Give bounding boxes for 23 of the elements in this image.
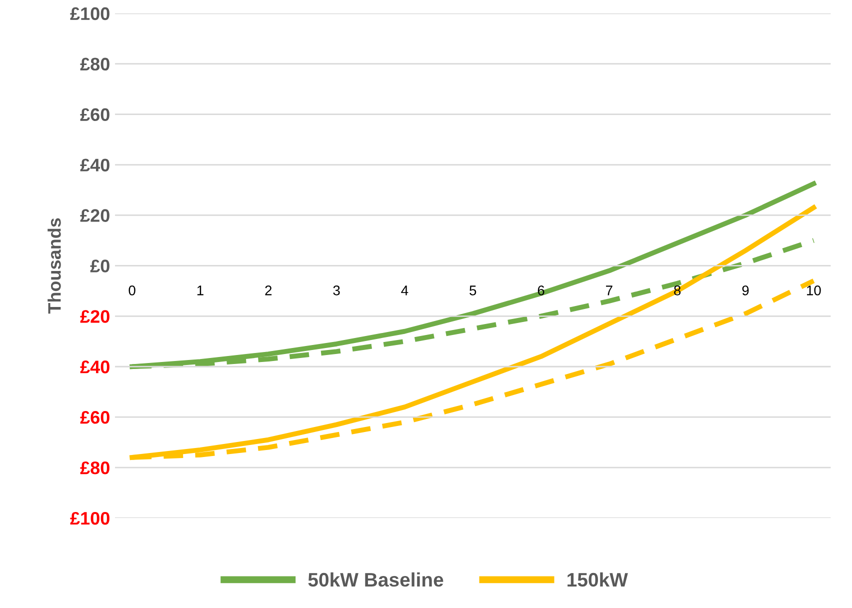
y-tick-label: £100 xyxy=(70,7,110,20)
y-tick-label: £0 xyxy=(90,260,110,272)
x-tick-label: 7 xyxy=(606,286,612,296)
y-tick-label: £20 xyxy=(80,310,110,323)
y-tick-label: £100 xyxy=(70,512,110,525)
y-tick-label: £60 xyxy=(80,411,110,424)
x-tick-label: 9 xyxy=(742,286,749,296)
x-tick-label: 3 xyxy=(333,286,340,296)
x-tick-label: 5 xyxy=(470,286,476,296)
y-tick-label: £20 xyxy=(80,209,110,222)
legend-label: 50kW Baseline xyxy=(308,572,444,587)
y-tick-label: £40 xyxy=(80,158,110,172)
x-tick-label: 2 xyxy=(265,286,272,296)
legend-label: 150kW xyxy=(568,572,628,587)
y-tick-label: £80 xyxy=(80,58,110,71)
x-tick-label: 4 xyxy=(401,286,408,296)
y-tick-label: £80 xyxy=(80,461,110,474)
y-tick-label: £60 xyxy=(80,108,110,122)
x-tick-label: 0 xyxy=(128,286,136,296)
y-axis-title: Thousands xyxy=(48,218,61,314)
y-tick-label: £40 xyxy=(80,360,110,374)
x-tick-label: 10 xyxy=(806,286,821,296)
x-tick-label: 1 xyxy=(197,286,204,296)
